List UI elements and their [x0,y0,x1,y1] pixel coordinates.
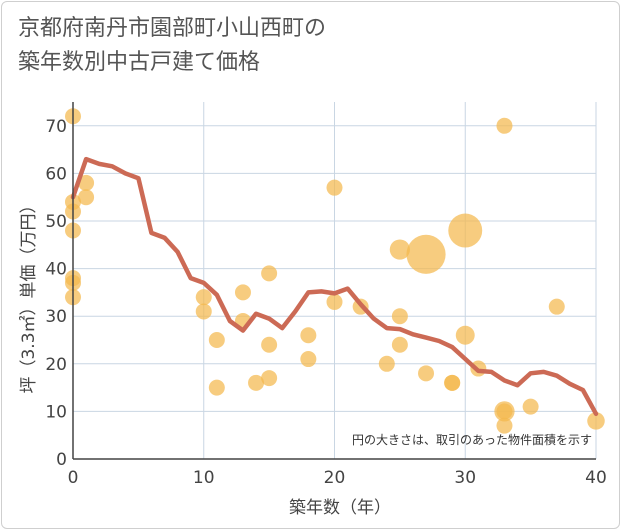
bubble-point [208,379,225,396]
x-tick-label: 30 [454,468,476,488]
x-tick-label: 10 [193,468,215,488]
bubble-point [78,189,95,206]
x-tick-label: 40 [585,468,607,488]
chart-title: 京都府南丹市園部町小山西町の 築年数別中古戸建て価格 [18,12,326,80]
bubble-point [496,117,513,134]
bubble-point [406,234,446,274]
bubble-point [261,336,278,353]
chart-title-line2: 築年数別中古戸建て価格 [18,50,261,75]
bubble-point [444,374,461,391]
trend-line [70,156,599,417]
bubble-point [208,332,225,348]
bubble-point [548,298,565,315]
bubble-point [300,327,317,344]
bubble-size-note: 円の大きさは、取引のあった物件面積を示す [352,432,592,447]
x-axis-label: 築年数（年） [289,498,391,518]
y-tick-label: 20 [45,355,67,375]
y-tick-label: 10 [45,402,67,422]
bubble-point [300,351,317,368]
bubble-series [65,108,605,434]
bubble-point [455,325,475,345]
trend-series [70,156,599,417]
bubble-point [78,174,95,191]
bubble-point [261,265,278,282]
y-tick-label: 60 [45,164,67,184]
bubble-point [234,284,251,301]
y-tick-label: 30 [45,307,67,327]
bubble-point [391,336,408,353]
x-tick-label: 0 [68,468,79,488]
bubble-point [418,365,435,382]
y-tick-label: 50 [45,212,67,232]
axes [72,102,596,460]
bubble-point [261,370,278,387]
bubble-point [248,374,265,391]
bubble-point [448,213,483,248]
bubble-point [391,308,408,325]
bubble-point [496,417,513,434]
bubble-point [496,403,513,420]
bubble-point [522,398,539,415]
grid-lines [72,102,597,460]
bubble-point [195,289,212,306]
tick-labels: 0 10 20 30 40 50 60 70 0 10 20 30 40 [45,117,606,488]
bubble-point [326,293,343,310]
bubble-point [587,412,605,430]
bubble-point [326,179,343,196]
bubble-point [378,355,395,372]
bubble-point [195,303,212,320]
x-tick-label: 20 [324,468,346,488]
y-tick-label: 70 [45,117,67,137]
bubble-point [389,239,410,260]
y-tick-label: 40 [45,260,67,280]
y-axis-label: 坪（3.3㎡）単価（万円） [19,196,39,393]
y-tick-label: 0 [56,450,67,470]
chart-title-line1: 京都府南丹市園部町小山西町の [18,16,327,41]
